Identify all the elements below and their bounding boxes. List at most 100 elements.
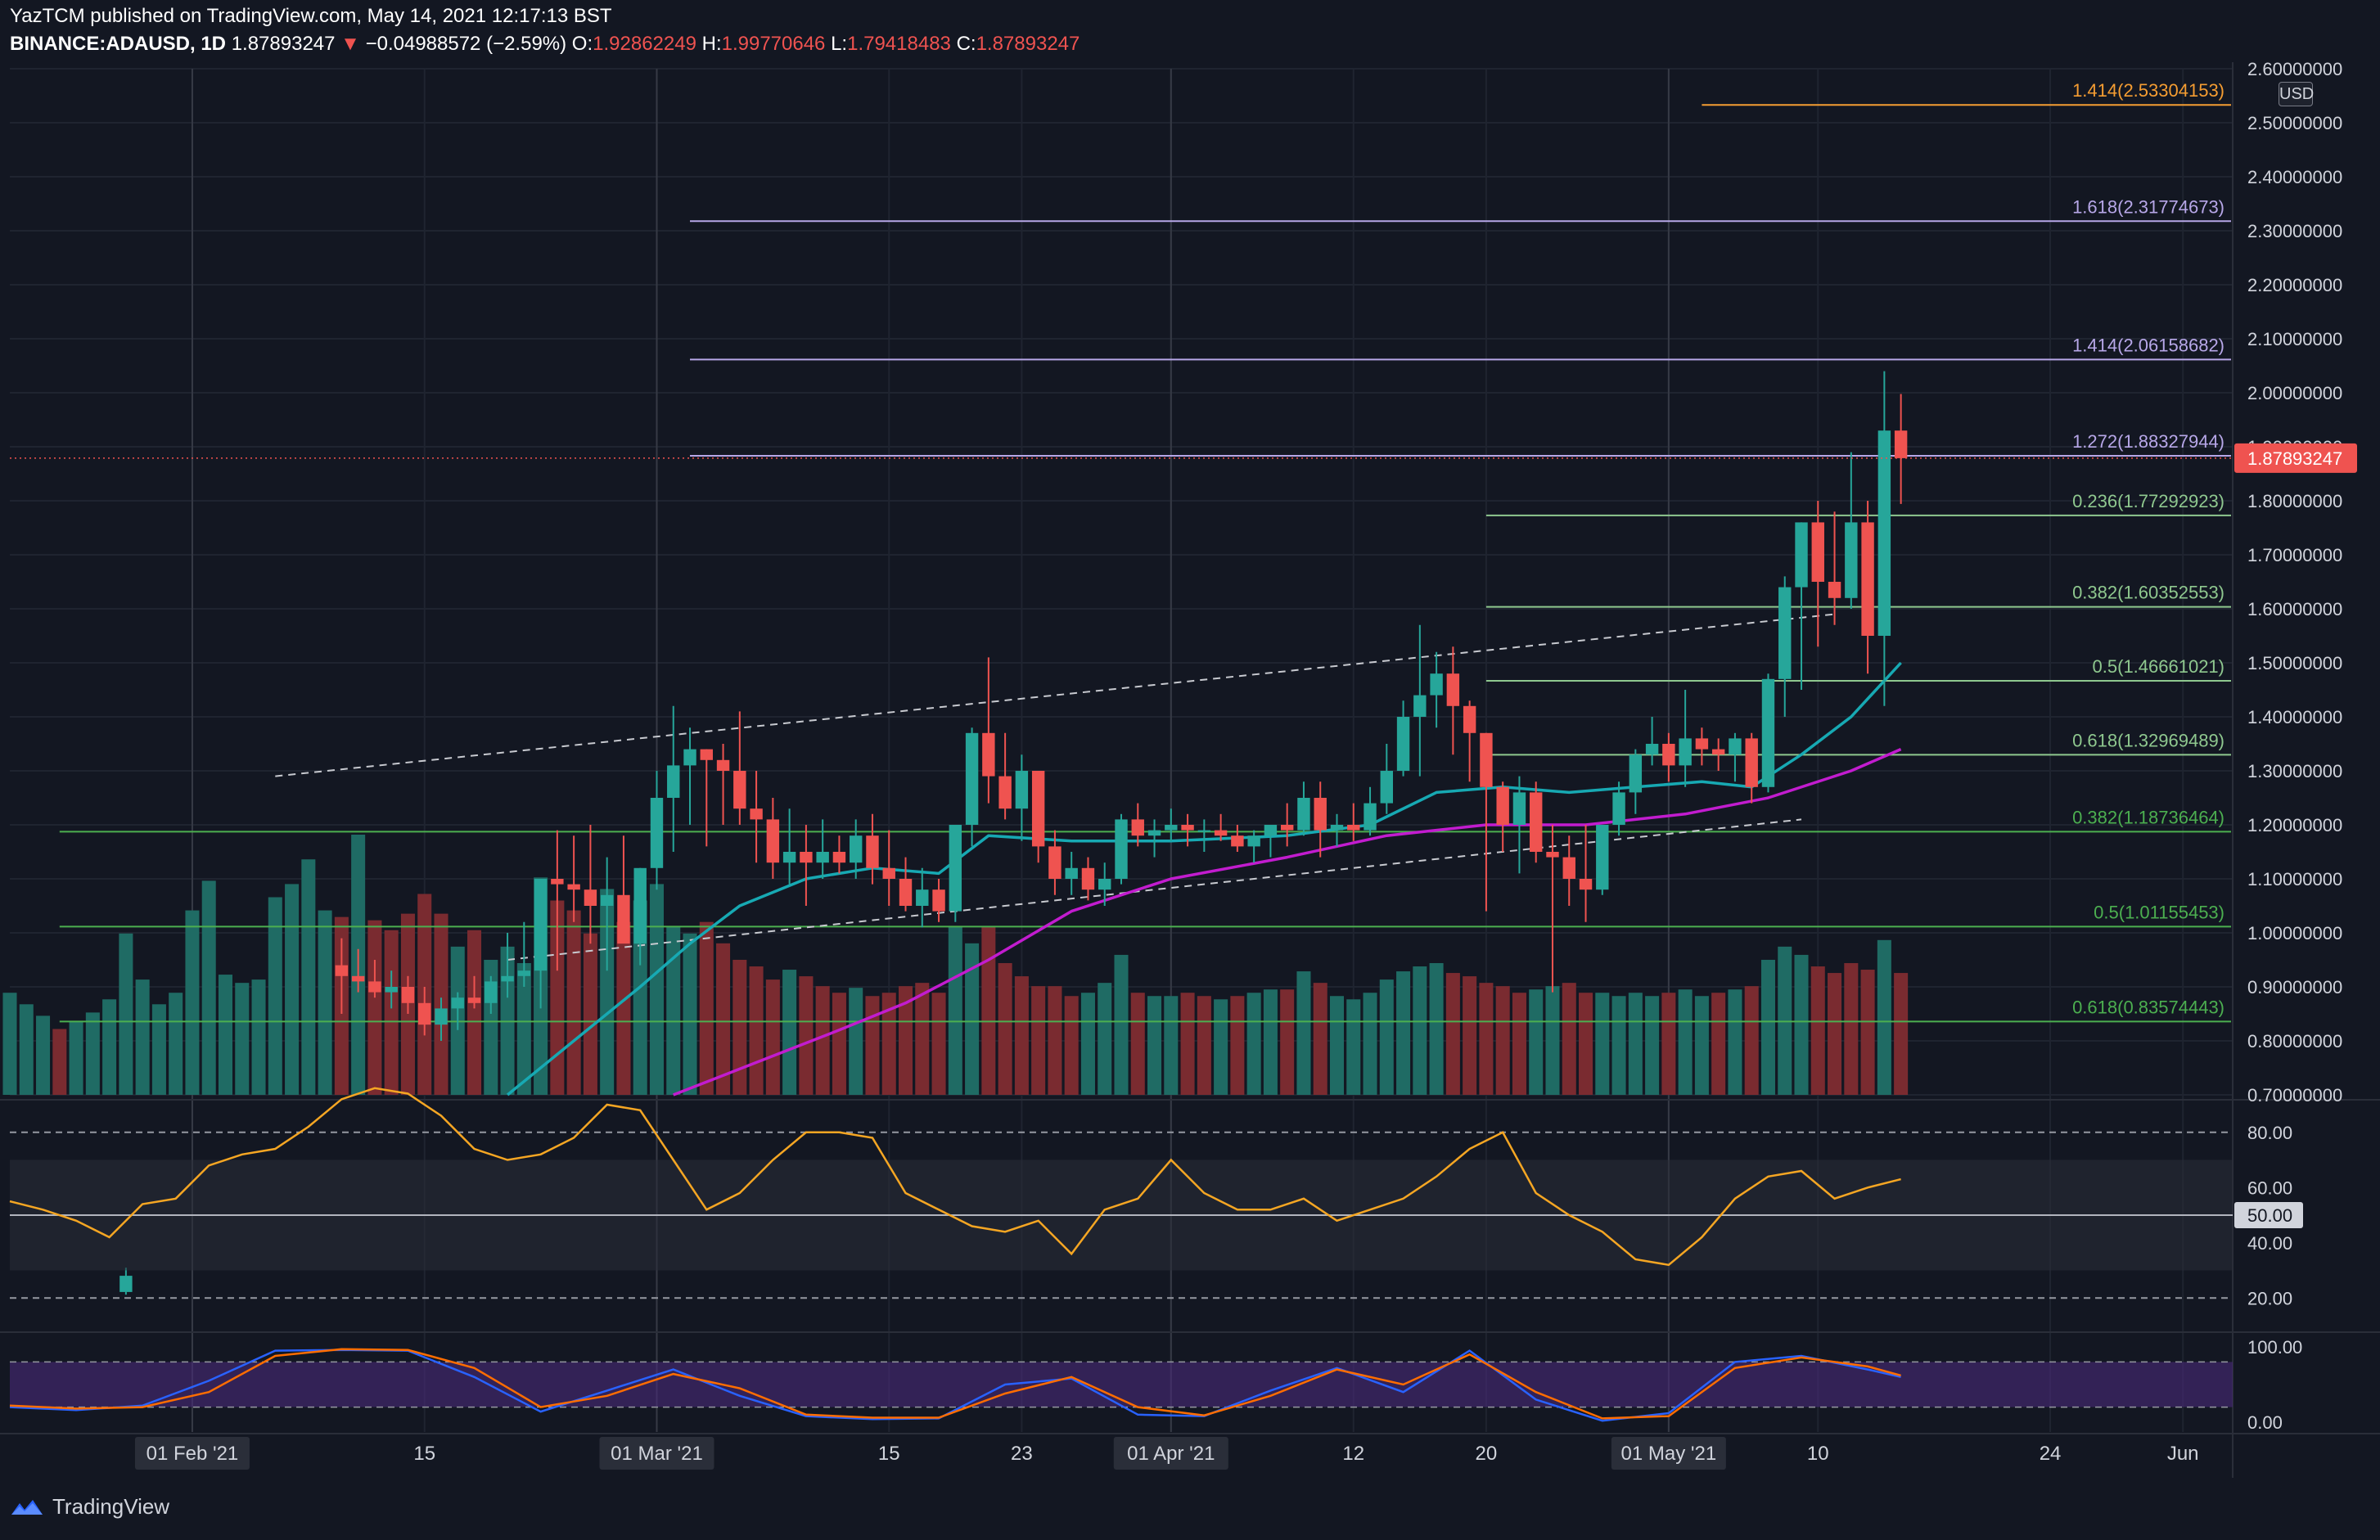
fib-label: 0.618(1.32969489) <box>2072 730 2224 750</box>
candle <box>1562 835 1575 906</box>
candle-body <box>617 894 630 944</box>
volume-bar <box>1445 973 1460 1095</box>
candle-body <box>1115 819 1128 879</box>
price-tick-label: 1.40000000 <box>2247 707 2342 727</box>
volume-bar <box>69 1020 83 1095</box>
volume-bar <box>1080 993 1095 1095</box>
volume-bar <box>285 884 300 1095</box>
volume-bar <box>1031 986 1046 1095</box>
candle-body <box>501 975 514 982</box>
candle-body <box>982 732 995 777</box>
rsi-tick-label: 40.00 <box>2247 1233 2292 1254</box>
candle-body <box>633 867 647 944</box>
candle-body <box>119 1276 133 1292</box>
volume-bar <box>235 983 250 1095</box>
volume-bar <box>1828 973 1842 1095</box>
time-tick-label: 15 <box>878 1443 900 1465</box>
candle <box>866 813 879 885</box>
candle <box>1364 786 1377 836</box>
candle <box>1795 522 1808 690</box>
volume-bar <box>881 993 896 1095</box>
volume-bar <box>566 910 581 1095</box>
time-tick-label: Jun <box>2167 1443 2199 1465</box>
volume-bar <box>1877 939 1891 1095</box>
time-tick-label: 12 <box>1342 1443 1364 1465</box>
volume-bar <box>251 979 266 1095</box>
candle-body <box>1828 582 1841 598</box>
volume-bar <box>948 926 962 1095</box>
price-tick-label: 2.00000000 <box>2247 383 2342 403</box>
volume-bar <box>1130 993 1145 1095</box>
candle <box>800 825 813 906</box>
symbol-label[interactable]: BINANCE:ADAUSD, 1D <box>10 33 227 55</box>
candle <box>351 948 365 993</box>
candle-body <box>1562 857 1575 879</box>
volume-bar <box>849 988 863 1095</box>
candle <box>1330 813 1344 847</box>
fib-label: 0.382(1.18736464) <box>2072 807 2224 827</box>
volume-bar <box>965 943 980 1095</box>
candle-body <box>650 798 664 868</box>
fib-label: 0.5(1.46661021) <box>2093 656 2224 677</box>
candle-body <box>733 771 746 809</box>
candle-body <box>1015 771 1029 809</box>
volume-bar <box>1728 989 1742 1095</box>
candle-body <box>1679 738 1692 766</box>
time-tick-label: 01 May '21 <box>1621 1443 1717 1465</box>
candle-body <box>351 975 365 982</box>
candle <box>567 835 580 922</box>
candle-body <box>401 987 415 1003</box>
candle <box>485 975 498 1014</box>
volume-bar <box>318 910 332 1095</box>
tradingview-logo[interactable]: TradingView <box>10 1494 169 1520</box>
candle <box>683 727 696 825</box>
volume-bar <box>1048 986 1062 1095</box>
candle-body <box>1711 749 1725 755</box>
volume-bar <box>516 962 531 1095</box>
volume-bar <box>1463 976 1477 1095</box>
candle-body <box>517 970 531 976</box>
volume-bar <box>52 1029 67 1095</box>
volume-bar <box>2 993 17 1095</box>
candle <box>1579 825 1593 922</box>
volume-bar <box>1296 971 1311 1095</box>
candle-body <box>534 879 548 971</box>
candle <box>1314 781 1327 858</box>
candle <box>401 975 415 1014</box>
candle-body <box>1314 798 1327 831</box>
last-price: 1.87893247 <box>231 33 336 55</box>
candle <box>1048 830 1062 895</box>
candle <box>1546 825 1559 993</box>
candle <box>1463 700 1476 782</box>
volume-bar <box>384 930 399 1095</box>
tradingview-brand: TradingView <box>52 1494 170 1519</box>
currency-tag[interactable]: USD <box>2279 82 2314 106</box>
candle-body <box>418 1002 431 1025</box>
candle <box>1280 803 1294 847</box>
volume-bar <box>1760 959 1775 1095</box>
candle <box>385 970 398 1009</box>
volume-bar <box>616 921 631 1095</box>
chart-canvas[interactable]: 1.414(2.53304153) 1.618(2.31774673) 1.414(… <box>0 0 2380 1479</box>
fib-levels: 1.414(2.53304153) 1.618(2.31774673) 1.414(… <box>59 80 2231 1023</box>
volume-bar <box>1844 962 1859 1095</box>
candle-body <box>451 997 464 1009</box>
volume-bar <box>1280 989 1295 1095</box>
volume-bar <box>1147 996 1162 1095</box>
candle <box>1413 624 1427 777</box>
open-label: O: <box>571 33 593 55</box>
candle-body <box>1877 430 1891 636</box>
candle-body <box>467 997 481 1003</box>
rsi-tick-label: 20.00 <box>2247 1288 2292 1308</box>
candle <box>1115 813 1128 885</box>
volume-bar <box>1661 993 1676 1095</box>
price-tick-label: 1.80000000 <box>2247 491 2342 511</box>
candle <box>1147 819 1161 858</box>
candle <box>1197 819 1211 852</box>
candle <box>1695 727 1709 766</box>
candle <box>1645 717 1659 766</box>
candle <box>700 749 713 847</box>
candle-body <box>1264 825 1278 836</box>
price-tick-label: 2.60000000 <box>2247 59 2342 79</box>
candle <box>551 830 564 971</box>
